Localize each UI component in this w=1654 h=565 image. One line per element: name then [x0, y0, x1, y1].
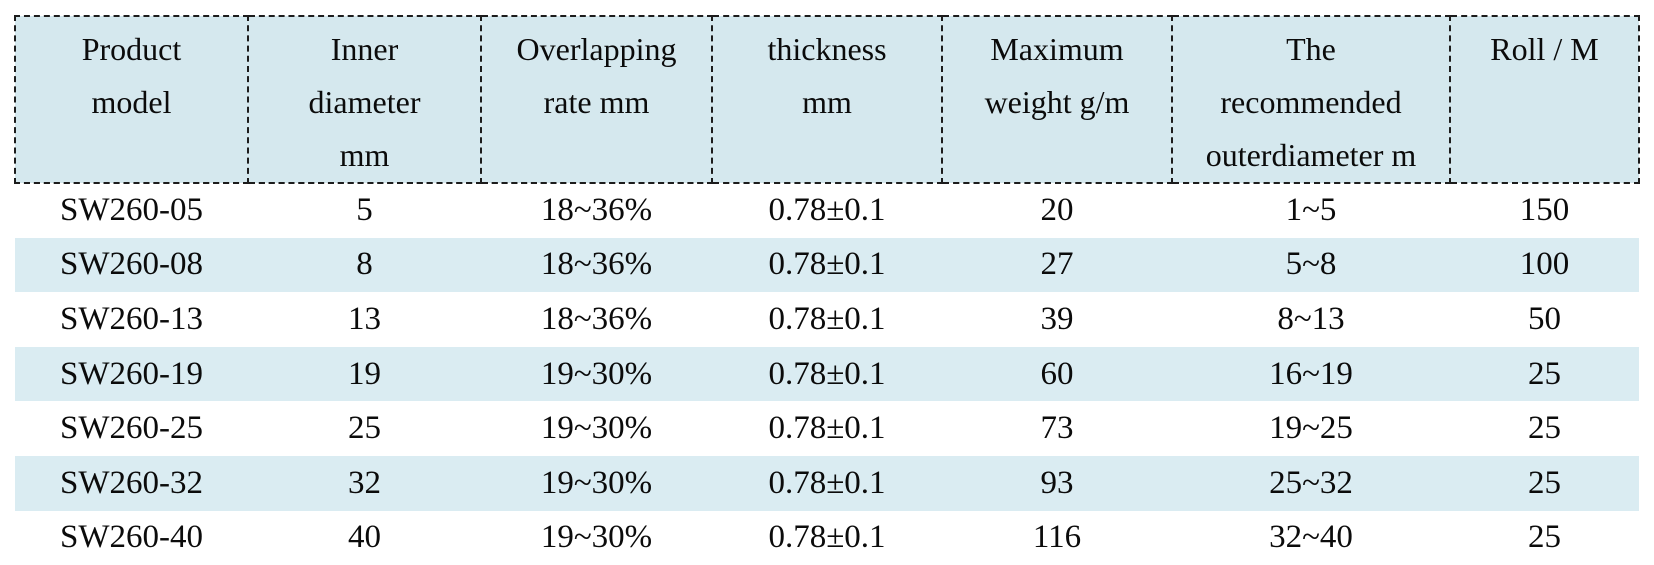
table-cell: 60	[1040, 355, 1074, 392]
table-cell: SW260-40	[60, 519, 203, 556]
table-cell: 0.78±0.1	[768, 192, 886, 229]
product-spec-table: Product model Inner diameter mm Overlapp…	[14, 15, 1640, 565]
table-cell: 150	[1519, 192, 1570, 229]
product-spec-table-container: Product model Inner diameter mm Overlapp…	[14, 15, 1640, 565]
table-cell: 32	[348, 464, 381, 501]
table-cell: 25	[348, 410, 381, 447]
table-cell: 27	[1040, 246, 1074, 283]
column-header-inner-diameter: Inner diameter mm	[247, 15, 482, 184]
column-header-overlapping-rate: Overlapping rate mm	[480, 15, 713, 184]
table-cell: SW260-32	[60, 464, 203, 501]
table-cell: 39	[1040, 300, 1074, 337]
table-body: SW260-05 5 18~36% 0.78±0.1 20 1~5 150 SW…	[15, 183, 1639, 565]
table-row: SW260-25 25 19~30% 0.78±0.1 73 19~25 25	[15, 401, 1639, 456]
table-cell: 19~25	[1269, 410, 1353, 447]
table-cell: 19~30%	[540, 464, 653, 501]
table-cell: 0.78±0.1	[768, 246, 886, 283]
table-cell: 32~40	[1269, 519, 1353, 556]
column-header-thickness: thickness mm	[711, 15, 943, 184]
table-cell: SW260-08	[60, 246, 203, 283]
table-cell: 25	[1528, 355, 1561, 392]
table-cell: 8~13	[1277, 300, 1345, 337]
table-cell: 0.78±0.1	[768, 519, 886, 556]
table-cell: 0.78±0.1	[768, 464, 886, 501]
table-cell: 19~30%	[540, 519, 653, 556]
table-cell: 0.78±0.1	[768, 355, 886, 392]
table-cell: 5	[356, 192, 373, 229]
table-cell: 50	[1528, 300, 1561, 337]
table-cell: 40	[348, 519, 381, 556]
table-cell: 19~30%	[540, 410, 653, 447]
table-cell: 25~32	[1269, 464, 1353, 501]
header-row: Product model Inner diameter mm Overlapp…	[14, 15, 1640, 184]
column-header-maximum-weight: Maximum weight g/m	[941, 15, 1173, 184]
table-cell: 116	[1032, 519, 1082, 556]
table-cell: 100	[1519, 246, 1570, 283]
table-cell: 18~36%	[540, 192, 653, 229]
column-header-roll-per-m: Roll / M	[1449, 15, 1640, 184]
table-cell: 1~5	[1285, 192, 1337, 229]
table-cell: SW260-25	[60, 410, 203, 447]
table-cell: 18~36%	[540, 300, 653, 337]
table-cell: 25	[1528, 410, 1561, 447]
table-row: SW260-40 40 19~30% 0.78±0.1 116 32~40 25	[15, 511, 1639, 565]
table-cell: 19~30%	[540, 355, 653, 392]
table-cell: 16~19	[1269, 355, 1353, 392]
table-cell: 73	[1040, 410, 1074, 447]
table-cell: 25	[1528, 519, 1561, 556]
table-row: SW260-13 13 18~36% 0.78±0.1 39 8~13 50	[15, 292, 1639, 347]
table-row: SW260-05 5 18~36% 0.78±0.1 20 1~5 150	[15, 183, 1639, 238]
table-cell: 18~36%	[540, 246, 653, 283]
table-cell: SW260-05	[60, 192, 203, 229]
table-cell: 5~8	[1285, 246, 1337, 283]
table-cell: 0.78±0.1	[768, 410, 886, 447]
table-cell: 8	[356, 246, 373, 283]
table-cell: 93	[1040, 464, 1074, 501]
table-cell: 0.78±0.1	[768, 300, 886, 337]
table-row: SW260-32 32 19~30% 0.78±0.1 93 25~32 25	[15, 455, 1639, 511]
column-header-product-model: Product model	[14, 15, 249, 184]
table-row: SW260-19 19 19~30% 0.78±0.1 60 16~19 25	[15, 346, 1639, 402]
table-cell: 19	[348, 355, 381, 392]
table-cell: SW260-19	[60, 355, 203, 392]
table-cell: 20	[1040, 192, 1074, 229]
table-row: SW260-08 8 18~36% 0.78±0.1 27 5~8 100	[15, 237, 1639, 293]
table-cell: 25	[1528, 464, 1561, 501]
table-header: Product model Inner diameter mm Overlapp…	[14, 15, 1640, 184]
table-cell: 13	[348, 300, 381, 337]
column-header-recommended-outer-diameter: The recommended outerdiameter m	[1171, 15, 1451, 184]
table-cell: SW260-13	[60, 300, 203, 337]
